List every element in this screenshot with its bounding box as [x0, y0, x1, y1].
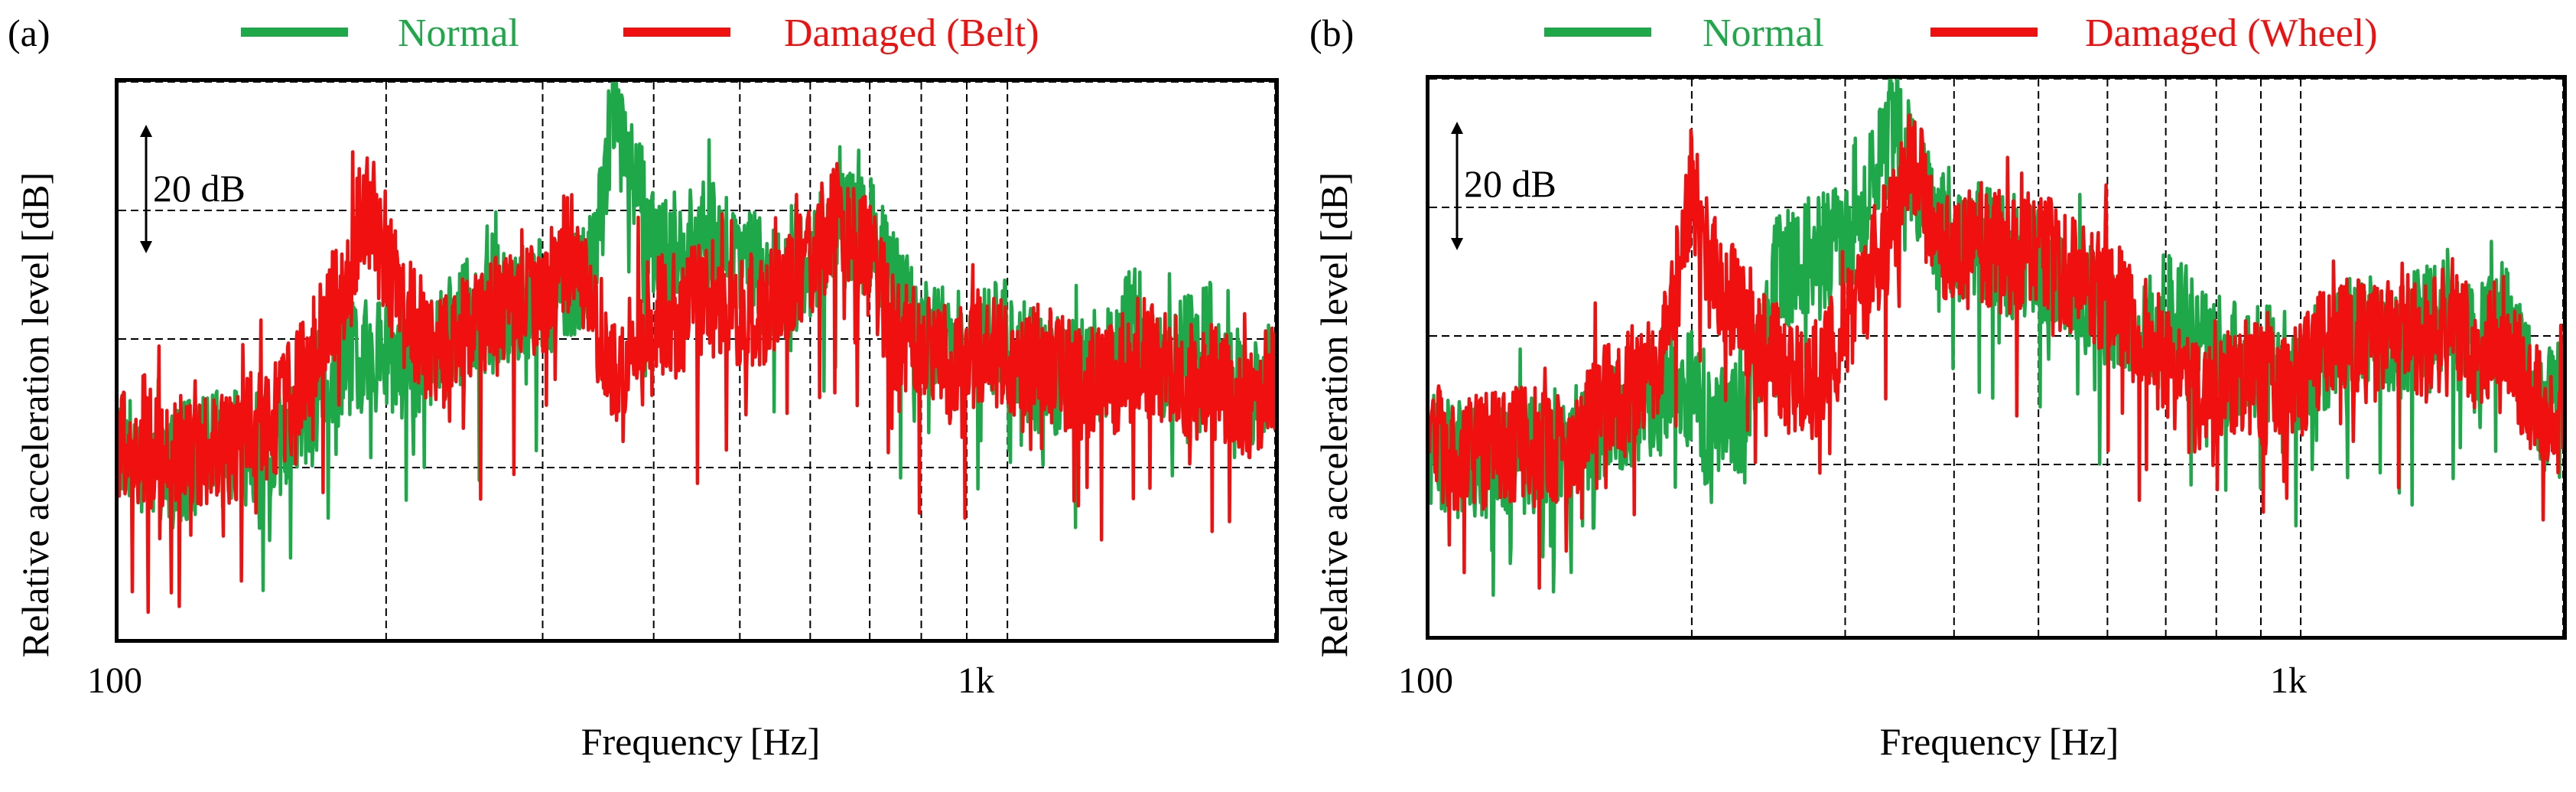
plot-area: 20 dB: [115, 78, 1279, 643]
panel-label: (a): [8, 11, 50, 54]
legend-swatch-normal: [241, 28, 348, 37]
legend-label-damaged: Damaged (Wheel): [2085, 11, 2378, 55]
annotation-label: 20 dB: [1464, 162, 1556, 205]
legend-label-normal: Normal: [398, 11, 519, 55]
panel-a: (a) Normal Damaged (Belt) Relative accel…: [8, 11, 1279, 763]
legend-swatch-damaged: [623, 28, 730, 37]
y-axis-label: Relative acceleration level [dB]: [14, 171, 57, 658]
annotation-head-bottom: [1451, 238, 1463, 250]
legend-label-damaged: Damaged (Belt): [784, 11, 1039, 55]
x-axis-label: Frequency [Hz]: [581, 720, 821, 763]
annotation-head-top: [140, 125, 152, 137]
panel-b: (b) Normal Damaged (Wheel) Relative acce…: [1288, 0, 2576, 792]
annotation-head-top: [1451, 122, 1463, 134]
annotation-head-bottom: [140, 241, 152, 253]
plot-area: 20 dB: [1426, 75, 2567, 640]
legend-swatch-normal: [1544, 28, 1651, 37]
legend-swatch-damaged: [1930, 28, 2038, 37]
y-axis-label: Relative acceleration level [dB]: [1312, 171, 1355, 658]
annotation-arrow: [140, 125, 152, 253]
chart-svg: [1429, 78, 2564, 636]
annotation-arrow: [1451, 122, 1463, 250]
x-tick-label-100: 100: [87, 660, 142, 701]
x-tick-label-1k: 1k: [958, 660, 994, 701]
chart-svg: [119, 81, 1276, 639]
x-tick-label-100: 100: [1398, 660, 1453, 701]
series-line-damaged: [119, 150, 1275, 614]
x-tick-label-1k: 1k: [2270, 660, 2307, 701]
annotation-label: 20 dB: [153, 167, 246, 210]
panel-label: (b): [1309, 11, 1355, 54]
legend-label-normal: Normal: [1703, 11, 1824, 55]
series-line-damaged: [1429, 113, 2563, 590]
x-axis-label: Frequency [Hz]: [1879, 720, 2119, 763]
